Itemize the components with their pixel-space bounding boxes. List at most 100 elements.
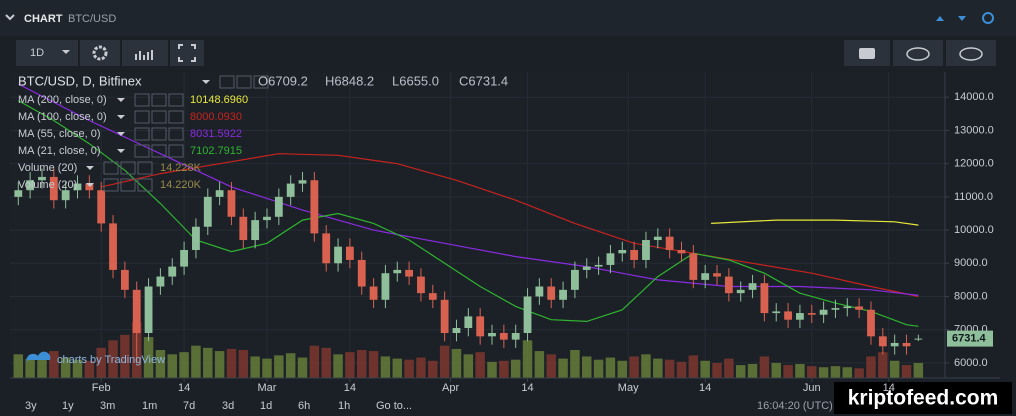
y-tick-label: 13000.0 bbox=[954, 124, 994, 136]
refresh-icon[interactable] bbox=[982, 12, 994, 24]
candle-body bbox=[393, 269, 402, 274]
candle-body bbox=[867, 309, 875, 337]
candle-body bbox=[677, 249, 686, 254]
legend-icon[interactable] bbox=[134, 127, 150, 141]
candle-body bbox=[14, 190, 23, 197]
candle-body bbox=[298, 180, 307, 184]
candle-body bbox=[369, 286, 378, 300]
legend-icon[interactable] bbox=[168, 127, 184, 141]
volume-bar bbox=[641, 354, 651, 378]
legend-value: 7102.7915 bbox=[190, 145, 242, 157]
range-button[interactable]: Go to... bbox=[376, 400, 412, 412]
settings-button[interactable] bbox=[80, 40, 120, 66]
volume-bar bbox=[747, 364, 758, 378]
sort-icons[interactable] bbox=[936, 16, 966, 21]
legend-icon[interactable] bbox=[151, 93, 167, 107]
volume-bar bbox=[724, 358, 734, 378]
volume-bar bbox=[179, 352, 189, 378]
volume-bar bbox=[546, 354, 556, 378]
volume-bar bbox=[522, 340, 533, 378]
legend-icon[interactable] bbox=[168, 93, 184, 107]
range-button[interactable]: 7d bbox=[183, 400, 195, 412]
legend-icon[interactable] bbox=[120, 178, 136, 192]
candle-body bbox=[878, 336, 887, 347]
ma-line bbox=[711, 219, 919, 226]
legend-name: MA (21, close, 0) bbox=[18, 145, 101, 157]
legend-icon[interactable] bbox=[120, 161, 136, 175]
candle-body bbox=[227, 190, 236, 217]
legend-icon[interactable] bbox=[103, 178, 119, 192]
collapse-icon[interactable] bbox=[5, 14, 15, 21]
candle-body bbox=[251, 220, 260, 241]
range-button[interactable]: 3m bbox=[100, 400, 115, 412]
legend-icon[interactable] bbox=[151, 110, 167, 124]
candle-body bbox=[902, 342, 911, 347]
dropdown-icon[interactable] bbox=[117, 149, 125, 153]
legend-icon[interactable] bbox=[168, 110, 184, 124]
ma-line bbox=[101, 153, 919, 298]
candle-body bbox=[274, 196, 283, 217]
indicators-button[interactable] bbox=[122, 40, 168, 66]
gear-icon bbox=[92, 45, 108, 61]
legend-icon[interactable] bbox=[134, 110, 150, 124]
last-price-label: 6731.4 bbox=[952, 333, 987, 345]
legend-icon[interactable] bbox=[236, 75, 252, 89]
legend-icon[interactable] bbox=[134, 144, 150, 158]
volume-bar bbox=[783, 365, 793, 378]
range-button[interactable]: 1d bbox=[260, 400, 272, 412]
legend-icon[interactable] bbox=[219, 75, 235, 89]
range-button[interactable]: 1h bbox=[338, 400, 350, 412]
volume-bar bbox=[510, 359, 521, 378]
volume-bar bbox=[759, 356, 770, 378]
legend-icon[interactable] bbox=[137, 161, 153, 175]
candle-body bbox=[630, 249, 639, 260]
dropdown-icon[interactable] bbox=[117, 115, 125, 119]
range-button[interactable]: 1y bbox=[62, 400, 74, 412]
volume-bar bbox=[795, 364, 805, 378]
credit[interactable]: charts by TradingView bbox=[57, 354, 165, 366]
volume-bar bbox=[309, 345, 320, 378]
last-price-flag bbox=[947, 330, 993, 347]
candle-body bbox=[582, 266, 591, 270]
legend-icon[interactable] bbox=[134, 93, 150, 107]
volume-bar bbox=[712, 362, 722, 378]
volume-bar bbox=[830, 366, 841, 378]
volume-bar bbox=[653, 358, 663, 378]
volume-bar bbox=[842, 367, 853, 378]
legend-icon[interactable] bbox=[253, 75, 269, 89]
dropdown-icon[interactable] bbox=[86, 166, 94, 170]
volume-bar bbox=[60, 357, 71, 378]
volume-bar bbox=[37, 356, 47, 378]
volume-bar bbox=[191, 345, 201, 378]
fullscreen-button[interactable] bbox=[170, 40, 204, 66]
x-tick-label: 14 bbox=[178, 382, 190, 394]
volume-bar bbox=[593, 359, 604, 378]
candle-body bbox=[440, 299, 449, 334]
legend-icon[interactable] bbox=[137, 178, 153, 192]
volume-bar bbox=[321, 347, 331, 378]
dropdown-icon[interactable] bbox=[117, 132, 125, 136]
interval-button[interactable] bbox=[16, 40, 78, 66]
dropdown-icon[interactable] bbox=[202, 80, 210, 84]
dropdown-icon[interactable] bbox=[86, 183, 94, 187]
range-button[interactable]: 3d bbox=[222, 400, 234, 412]
range-button[interactable]: 1m bbox=[142, 400, 157, 412]
range-button[interactable]: 3y bbox=[25, 400, 37, 412]
legend-icon[interactable] bbox=[151, 144, 167, 158]
legend-icon[interactable] bbox=[151, 127, 167, 141]
candle-body bbox=[381, 273, 390, 300]
legend-icon[interactable] bbox=[103, 161, 119, 175]
dropdown-icon[interactable] bbox=[117, 98, 125, 102]
volume-bar bbox=[807, 366, 817, 378]
candle-body bbox=[286, 183, 295, 197]
legend-icon[interactable] bbox=[168, 144, 184, 158]
volume-bar bbox=[889, 360, 900, 378]
candle-body bbox=[334, 246, 342, 264]
save-button[interactable] bbox=[946, 40, 996, 66]
candle-body bbox=[203, 196, 212, 227]
range-button[interactable]: 6h bbox=[298, 400, 310, 412]
ohlc-label: H6848.2 bbox=[325, 73, 374, 88]
load-button[interactable] bbox=[893, 40, 943, 66]
ohlc-label: L6655.0 bbox=[392, 73, 439, 88]
volume-bar bbox=[439, 345, 450, 378]
